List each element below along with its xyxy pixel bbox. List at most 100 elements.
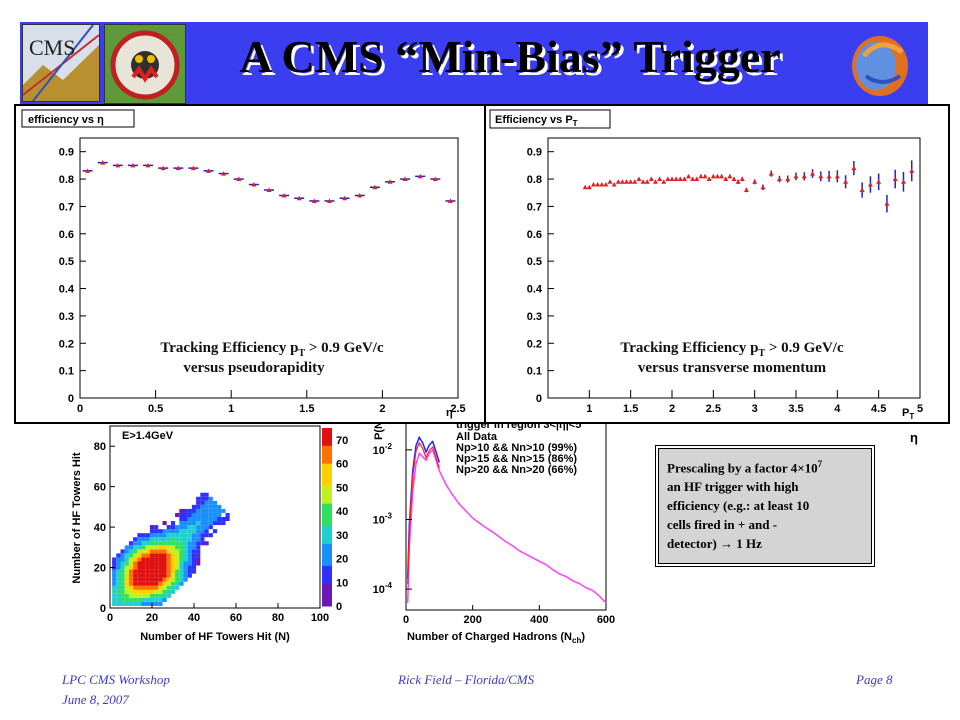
heatmap-cell [145, 561, 150, 566]
colorbar-segment [322, 561, 332, 567]
heatmap-cell [204, 500, 209, 505]
data-point [665, 176, 671, 182]
heatmap-cell [120, 593, 125, 598]
data-point [640, 179, 646, 184]
heatmap-cell [183, 517, 188, 522]
data-point [698, 173, 704, 179]
heatmap-cell [133, 561, 138, 566]
heatmap-cell [141, 589, 146, 594]
colorbar-tick-label: 10 [336, 577, 348, 589]
data-point [818, 173, 824, 179]
heatmap-cell [175, 529, 180, 534]
colorbar-segment [322, 508, 332, 514]
heatmap-cell [183, 565, 188, 570]
heatmap-cell [141, 533, 146, 538]
heatmap-cell [187, 525, 192, 530]
heatmap-cell [154, 529, 159, 534]
colorbar-segment [322, 574, 332, 580]
heatmap-cell [170, 545, 176, 550]
heatmap-cell [212, 500, 218, 505]
y-tick-label: 0 [100, 603, 106, 615]
heatmap-cell [124, 545, 129, 550]
colorbar-segment [322, 557, 332, 562]
colorbar-segment [322, 463, 332, 469]
colorbar-tick-label: 40 [336, 506, 348, 518]
heatmap-cell [124, 565, 129, 570]
efficiency-eta-panel: efficiency vs η 0 0.1 0.2 0.3 0.4 0.5 0.6 0.7 0.… [14, 104, 486, 424]
heatmap-cell [200, 525, 205, 530]
y-tick-label: 80 [94, 441, 106, 453]
heatmap-cell [196, 521, 201, 526]
y-tick-label: 0.1 [59, 366, 74, 378]
prescale-line1: Prescaling by a factor 4×107 [667, 455, 863, 477]
y-tick-exponent: -2 [385, 442, 393, 451]
multiplicity-lines [406, 435, 607, 604]
heatmap-cell [154, 553, 159, 558]
x-tick-label: 3 [752, 403, 758, 415]
heatmap-cell [128, 549, 134, 554]
heatmap-cell [196, 549, 201, 554]
heatmap-cell [183, 525, 188, 530]
heatmap-cell [133, 573, 138, 578]
heatmap-cell [133, 585, 138, 590]
data-point [884, 201, 890, 206]
heatmap-cell [187, 508, 192, 513]
heatmap-cell [204, 517, 209, 522]
x-tick-label: 1 [586, 403, 592, 415]
heatmap-cell [170, 581, 176, 586]
heatmap-cell [200, 537, 205, 542]
footer-date: June 8, 2007 [62, 692, 129, 707]
heatmap-colorbar-ticks: 0 10 20 30 40 50 60 70 [336, 435, 348, 613]
x-tick-label: 0.5 [148, 403, 163, 415]
heatmap-cell [124, 561, 129, 566]
heatmap-cell [187, 565, 192, 570]
heatmap-cell [158, 569, 163, 574]
x-tick-label: 0 [77, 403, 83, 415]
colorbar-segment [322, 512, 332, 518]
heatmap-cell [158, 529, 163, 534]
heatmap-cell [179, 549, 184, 554]
heatmap-cell [154, 561, 159, 566]
heatmap-cell [183, 508, 188, 513]
heatmap-cell [179, 545, 184, 550]
y-tick-label: 0.5 [527, 256, 542, 268]
heatmap-cell [116, 581, 121, 586]
heatmap-cell [141, 561, 146, 566]
colorbar-segment [322, 579, 332, 585]
heatmap-cell [200, 496, 205, 501]
data-point [628, 179, 634, 184]
colorbar-segment [322, 450, 332, 456]
x-tick-label: 3.5 [788, 403, 803, 415]
y-tick-label: 0.1 [527, 366, 542, 378]
data-point [723, 176, 729, 182]
heatmap-cell [137, 597, 142, 602]
heatmap-cell [162, 549, 167, 554]
heatmap-cell [149, 593, 155, 598]
pt-x-label-sub: T [909, 412, 914, 421]
heatmap-cell [145, 569, 150, 574]
colorbar-segment [322, 481, 332, 487]
prescale-line2: an HF trigger with high [667, 479, 799, 495]
heatmap-cell [158, 537, 163, 542]
heatmap-cell [149, 561, 155, 566]
data-point [221, 171, 227, 176]
efficiency-pt-chart: Efficiency vs PT 00.10.20.30.40.50.60.70… [489, 109, 923, 421]
data-point [190, 165, 196, 171]
heatmap-cell [170, 577, 176, 582]
data-point [595, 182, 601, 187]
heatmap-cell [133, 589, 138, 594]
x-tick-label: 200 [463, 614, 481, 626]
heatmap-cell [141, 585, 146, 590]
heatmap-cell [145, 589, 150, 594]
heatmap-cell [166, 553, 171, 558]
colorbar-segment [322, 485, 332, 491]
colorbar-segment [322, 428, 332, 433]
heatmap-cell [124, 569, 129, 574]
x-tick-label: 0 [403, 614, 409, 626]
pt-y-ticks: 0 0.1 0.2 0.3 0.4 0.5 0.6 0.7 0.8 0.9 [527, 147, 554, 405]
heatmap-cell [196, 553, 201, 558]
data-point [801, 173, 807, 179]
heatmap-cell [145, 581, 150, 586]
heatmap-cell [196, 533, 201, 538]
